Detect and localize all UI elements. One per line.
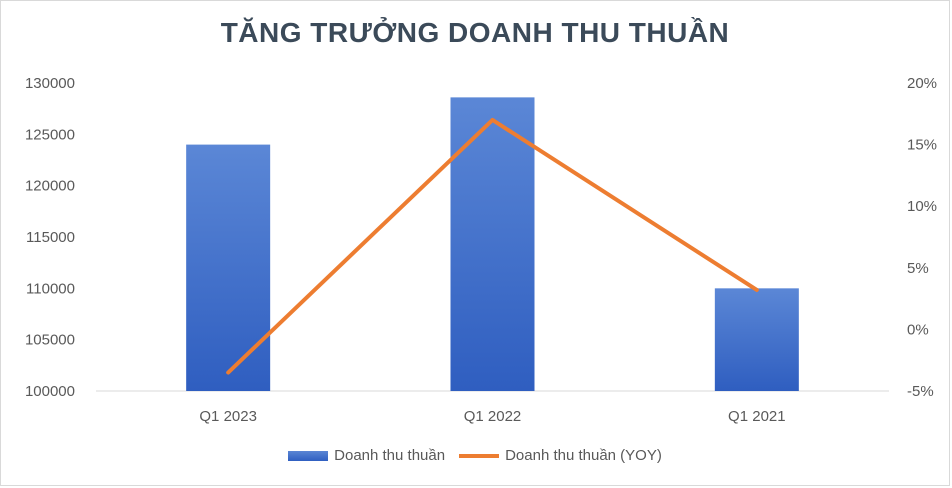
y-right-tick-label: 15%: [907, 137, 937, 154]
legend-swatch-line: [459, 453, 500, 458]
legend-item-revenue: Doanh thu thuần: [288, 447, 445, 464]
y-right-tick-label: 20%: [907, 75, 937, 92]
bar: [186, 144, 271, 391]
y-left-tick-label: 125000: [25, 126, 75, 143]
legend-label-yoy: Doanh thu thuần (YOY): [505, 447, 662, 464]
y-left-tick-label: 130000: [25, 75, 75, 92]
legend-swatch-bar: [288, 450, 329, 461]
chart-legend: Doanh thu thuần Doanh thu thuần (YOY): [1, 447, 949, 464]
y-left-tick-label: 100000: [25, 383, 75, 400]
legend-label-revenue: Doanh thu thuần: [334, 447, 446, 464]
y-left-tick-label: 115000: [26, 229, 75, 246]
y-right-tick-label: 5%: [907, 260, 929, 277]
y-left-tick-label: 105000: [25, 332, 75, 349]
y-left-tick-label: 120000: [25, 178, 75, 195]
x-tick-label: Q1 2021: [728, 408, 786, 425]
y-right-tick-label: -5%: [907, 383, 934, 400]
x-tick-label: Q1 2023: [199, 408, 257, 425]
chart-title: TĂNG TRƯỞNG DOANH THU THUẦN: [220, 17, 730, 48]
bar: [450, 97, 535, 391]
y-right-tick-label: 0%: [907, 321, 929, 338]
y-left-tick-label: 110000: [26, 280, 75, 297]
x-tick-label: Q1 2022: [464, 408, 522, 425]
y-right-tick-label: 10%: [907, 198, 937, 215]
bar: [714, 288, 799, 391]
legend-item-yoy: Doanh thu thuần (YOY): [459, 447, 662, 464]
